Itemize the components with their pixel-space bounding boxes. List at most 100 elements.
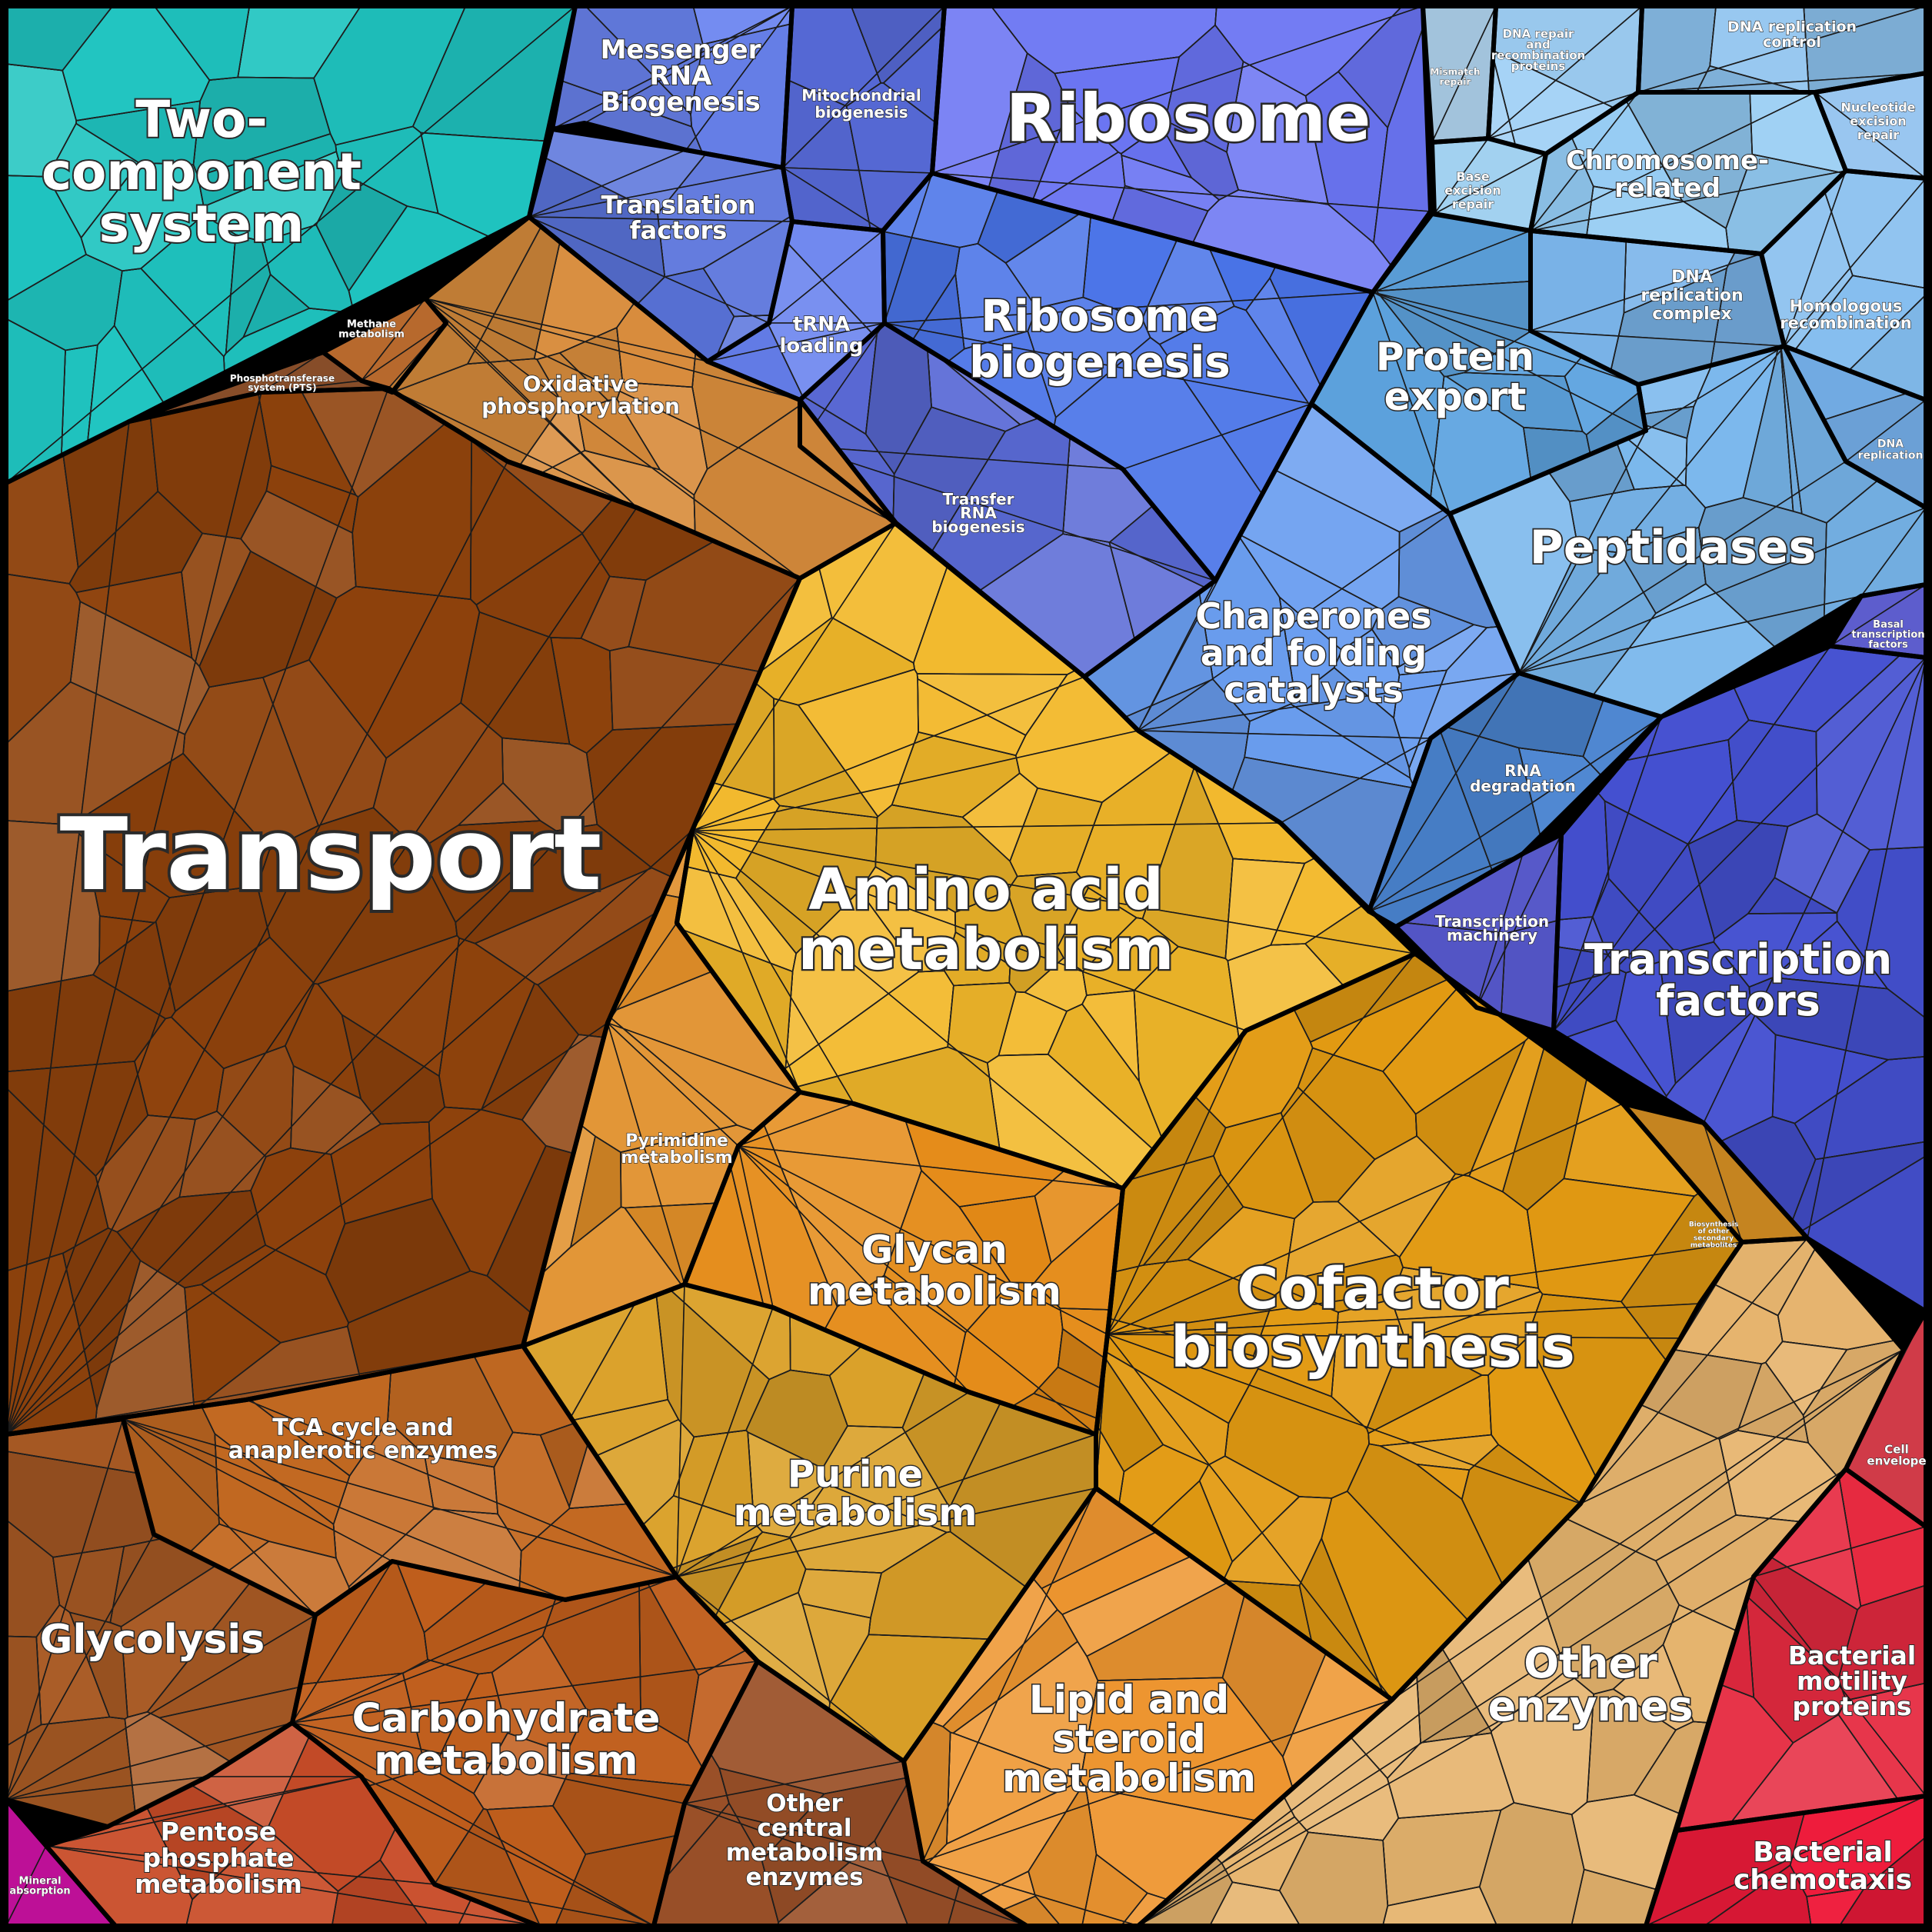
protein-cell-outline [1490,48,1642,154]
protein-cell-outline [529,129,731,215]
protein-cell-outline [711,1092,838,1402]
protein-cell-outline [1761,171,1854,400]
protein-cell-outline [1764,1341,1848,1417]
region-bacterial-motility [1675,1467,1927,1831]
protein-cell-outline [98,915,156,966]
label-dna-replication-complex: DNA replication complex [1641,268,1743,324]
region-base-excision [1431,138,1548,232]
protein-cell-outline [883,229,961,394]
label-bacterial-motility: Bacterial motility proteins [1788,1641,1916,1721]
label-messenger-rna: Messenger RNA Biogenesis [601,35,761,118]
protein-cell-outline [1488,43,1520,154]
protein-cell-outline [608,645,800,731]
protein-cell-outline [1450,346,1579,717]
protein-cell-outline [1531,231,1627,385]
protein-cell-outline [82,325,218,483]
protein-cell-outline [1121,154,1221,212]
protein-cell-outline [292,1672,427,1810]
label-homologous-recombination: Homologous recombination [1780,297,1911,332]
protein-cell-outline [6,6,117,72]
protein-cell-outline [1096,1154,1222,1278]
protein-cell-outline [1604,800,1715,953]
region-rna-degradation [1367,672,1663,928]
protein-cell-outline [341,1013,445,1125]
protein-cell-outline [883,173,1008,248]
protein-cell-outline [1004,204,1093,309]
protein-cell-outline [1615,961,1677,1098]
protein-cell-outline [379,1723,538,1926]
protein-cell-outline [848,6,944,84]
protein-cell-outline [716,222,884,400]
protein-cell-outline [1709,6,1810,92]
protein-cell-outline [1366,1335,1484,1434]
protein-cell-outline [52,1545,125,1624]
protein-cell-outline [1583,185,1730,254]
protein-cell-outline [266,1723,450,1892]
protein-cell-outline [616,217,710,388]
protein-cell-outline [797,668,919,818]
protein-cell-outline [313,6,468,146]
label-transcription-machinery: Transcription machinery [1435,912,1549,944]
label-base-excision: Base excision repair [1444,169,1501,212]
label-chaperones: Chaperones and folding catalysts [1195,595,1431,711]
region-mismatch-repair [1422,5,1497,145]
protein-cell-outline [118,1523,271,1615]
protein-cell-outline [1396,834,1561,934]
protein-cell-outline [1662,1604,1904,1738]
region-mitochondrial [781,4,946,232]
region-cofactor [1095,952,1744,1701]
label-two-component: Two-component system [42,90,361,254]
protein-cell-outline [290,1064,382,1155]
protein-cell-outline [6,1252,98,1434]
region-transcription-factors [1552,645,1927,1313]
protein-cell-outline [178,1110,267,1198]
label-trna-loading: tRNA loading [780,313,864,358]
protein-cell-outline [1033,1195,1123,1311]
protein-cell-outline [160,1541,355,1615]
protein-cell-outline [894,1092,1123,1208]
label-glycan: Glycan metabolism [808,1227,1061,1314]
protein-cell-outline [1608,422,1686,491]
label-carbohydrate: Carbohydrate metabolism [352,1696,661,1784]
label-mitochondrial: Mitochondrial biogenesis [801,86,921,122]
label-transfer-rna: Transfer RNA biogenesis [931,490,1024,536]
protein-cell-outline [1784,385,1926,508]
label-mineral: Mineral absorption [9,1875,70,1897]
protein-cell-outline [1526,1178,1696,1303]
protein-cell-outline [116,1190,267,1289]
protein-cell-outline [690,22,792,168]
protein-cell-outline [1141,764,1234,960]
region-transcription-machinery [1394,833,1563,1032]
protein-cell-outline [6,1061,149,1178]
region-pyrimidine [521,830,802,1347]
protein-cell-outline [654,1284,771,1438]
protein-cell-outline [567,1284,669,1422]
protein-cell-outline [1054,56,1181,155]
protein-cell-outline [623,1198,800,1346]
label-bacterial-chemotaxis: Bacterial chemotaxis [1734,1837,1912,1896]
protein-cell-outline [92,921,176,1020]
label-ribosome-biogenesis: Ribosome biogenesis [969,291,1231,388]
region-peptidases [1448,345,1928,718]
protein-cell-outline [1677,1469,1862,1611]
region-messenger-rna [551,4,793,168]
protein-cell-outline [1224,858,1306,962]
label-mismatch-repair: Mismatch repair [1430,66,1480,87]
label-transcription-factors: Transcription factors [1584,935,1892,1025]
protein-cell-outline [864,323,932,475]
label-tca: TCA cycle and anaplerotic enzymes [228,1414,498,1464]
protein-cell-outline [1006,871,1089,948]
label-methane: Methane metabolism [338,318,405,340]
labels-layer: Two-component system Messenger RNA Biogenesi… [9,18,1927,1900]
label-dna-replication-control: DNA replication control [1727,18,1857,51]
protein-cell-outline [1373,6,1431,292]
protein-cell-outline [957,1392,1123,1434]
protein-cell-outline [1531,92,1594,254]
region-carbohydrate [290,1561,759,1927]
protein-cell-outline [1815,646,1926,851]
protein-cell-outline [455,824,654,944]
label-peptidases: Peptidases [1530,521,1816,575]
